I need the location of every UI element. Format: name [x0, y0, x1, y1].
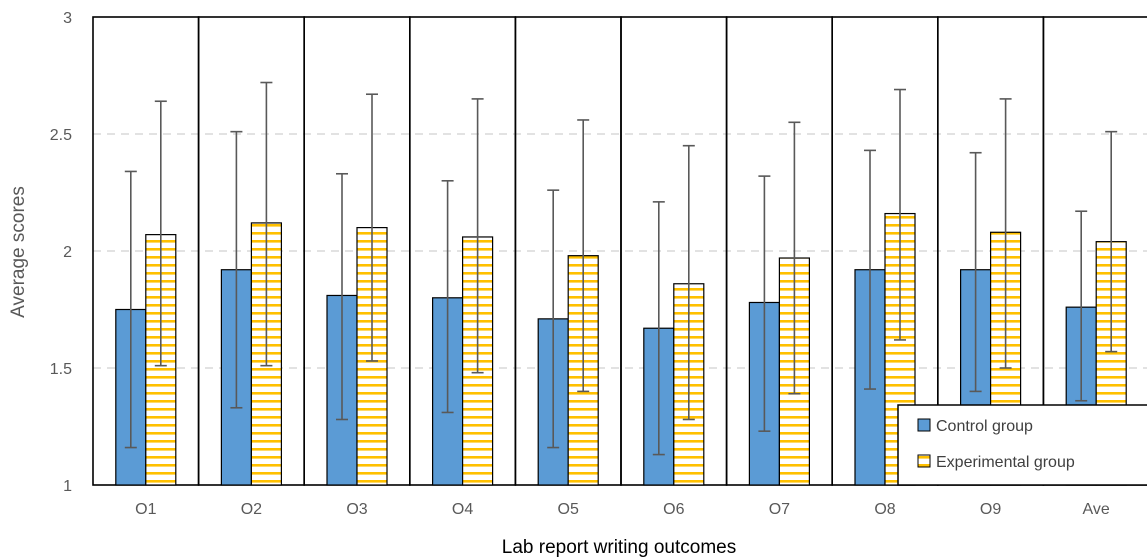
y-tick-labels: 1 1.5 2 2.5 3	[50, 10, 72, 495]
legend-box	[897, 404, 1147, 486]
legend-swatch-experimental	[917, 454, 931, 468]
x-tick-labels: O1 O2 O3 O4 O5 O6 O7 O8 O9 Ave	[135, 501, 1110, 518]
y-tick-label: 1	[63, 478, 72, 495]
y-tick-label: 1.5	[50, 361, 72, 378]
x-tick-label: O1	[135, 501, 156, 518]
legend-label-control: Control group	[936, 418, 1033, 435]
x-tick-label: O8	[874, 501, 895, 518]
error-bars	[124, 81, 1118, 456]
y-tick-label: 2.5	[50, 127, 72, 144]
x-tick-label: Ave	[1083, 501, 1110, 518]
x-tick-label: O7	[769, 501, 790, 518]
legend-label-experimental: Experimental group	[936, 454, 1075, 471]
x-tick-label: O4	[452, 501, 473, 518]
y-tick-label: 3	[63, 10, 72, 27]
x-tick-label: O9	[980, 501, 1001, 518]
x-axis-title: Lab report writing outcomes	[502, 537, 736, 558]
x-tick-label: O5	[558, 501, 579, 518]
x-tick-label: O3	[346, 501, 367, 518]
legend-swatch-control	[917, 418, 931, 432]
x-tick-label: O2	[241, 501, 262, 518]
y-tick-label: 2	[63, 244, 72, 261]
legend: Control group Experimental group	[897, 404, 1147, 486]
y-axis-title: Average scores	[8, 186, 29, 318]
x-tick-label: O6	[663, 501, 684, 518]
